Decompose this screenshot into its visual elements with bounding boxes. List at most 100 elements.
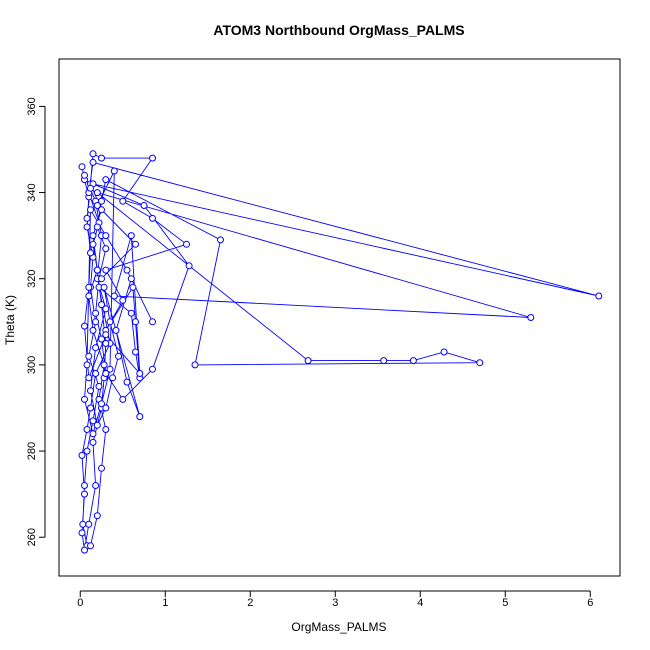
data-point [98, 464, 105, 472]
data-point [119, 395, 127, 403]
data-point [85, 352, 93, 360]
data-point [92, 318, 100, 326]
x-axis-label: OrgMass_PALMS [291, 620, 386, 634]
data-point [78, 163, 86, 171]
data-point [93, 202, 101, 209]
y-tick-label: 360 [26, 97, 38, 115]
data-point [129, 283, 137, 291]
data-point [127, 275, 135, 283]
x-tick-label: 6 [587, 597, 593, 609]
data-point [85, 292, 93, 300]
data-point [85, 283, 93, 291]
data-point [119, 197, 127, 205]
data-point [89, 326, 97, 334]
data-point [98, 301, 105, 309]
data-point [140, 202, 148, 209]
y-axis: 260 280 300 320 340 360 [26, 97, 46, 546]
data-point [93, 189, 101, 197]
data-point [217, 236, 224, 244]
data-point [79, 520, 87, 528]
data-point [87, 387, 94, 395]
data-point [102, 176, 110, 184]
data-point [78, 451, 86, 459]
data-point [81, 546, 88, 554]
data-point [83, 223, 91, 231]
data-point [185, 262, 193, 270]
data-point [89, 417, 97, 425]
data-point [92, 482, 100, 489]
data-point [109, 374, 117, 382]
y-tick-label: 320 [26, 270, 38, 288]
data-point [102, 339, 110, 347]
data-point [87, 206, 94, 214]
data-point [87, 404, 94, 412]
data-point [136, 413, 144, 421]
data-point [102, 266, 110, 274]
data-point [93, 223, 101, 231]
x-tick-label: 1 [162, 597, 168, 609]
data-point [98, 400, 105, 408]
data-point [595, 292, 603, 300]
data-point [149, 214, 156, 222]
y-tick-label: 260 [26, 528, 38, 546]
data-point [93, 266, 101, 274]
data-point [83, 447, 91, 455]
data-point [110, 167, 118, 175]
data-point [102, 370, 110, 377]
series-line [81, 153, 599, 551]
data-point [304, 357, 312, 365]
data-point [183, 240, 190, 248]
data-point [149, 318, 156, 326]
data-point [89, 150, 97, 158]
data-point [98, 275, 105, 283]
y-tick-label: 340 [26, 183, 38, 201]
data-point [119, 296, 127, 304]
data-point [87, 184, 94, 192]
data-point [476, 359, 484, 367]
data-point [115, 352, 122, 360]
data-point [527, 314, 535, 321]
x-axis: 0 1 2 3 4 5 6 [77, 590, 593, 609]
data-point [89, 430, 97, 438]
data-point [92, 344, 100, 352]
data-point [92, 370, 100, 377]
data-point [85, 374, 93, 382]
data-point [89, 232, 97, 240]
y-tick-label: 280 [26, 442, 38, 460]
data-point [110, 292, 118, 300]
data-point [98, 154, 105, 162]
data-point [93, 512, 101, 520]
x-tick-label: 2 [247, 597, 253, 609]
data-point [100, 361, 108, 369]
data-point [89, 158, 97, 166]
data-point [81, 395, 88, 403]
y-tick-label: 300 [26, 356, 38, 374]
data-point [136, 370, 144, 377]
data-point [102, 305, 110, 313]
x-tick-label: 3 [332, 597, 338, 609]
data-point [123, 266, 131, 274]
data-point [102, 404, 110, 412]
data-point [81, 322, 88, 330]
y-axis-label: Theta (K) [3, 295, 17, 345]
data-point [93, 421, 101, 429]
data-point [123, 378, 131, 386]
x-tick-label: 5 [502, 597, 508, 609]
data-point [81, 171, 88, 179]
x-tick-label: 4 [417, 597, 423, 609]
data-point [112, 326, 120, 334]
data-point [149, 154, 156, 162]
series-layer [78, 150, 603, 554]
data-point [191, 361, 199, 369]
data-point [89, 240, 97, 248]
data-point [102, 426, 110, 433]
data-point [102, 232, 110, 240]
data-point [132, 318, 139, 326]
data-point [102, 331, 110, 339]
data-point [92, 309, 100, 317]
data-point [409, 357, 417, 365]
x-tick-label: 0 [77, 597, 83, 609]
data-point [127, 232, 135, 240]
data-point [440, 348, 448, 356]
